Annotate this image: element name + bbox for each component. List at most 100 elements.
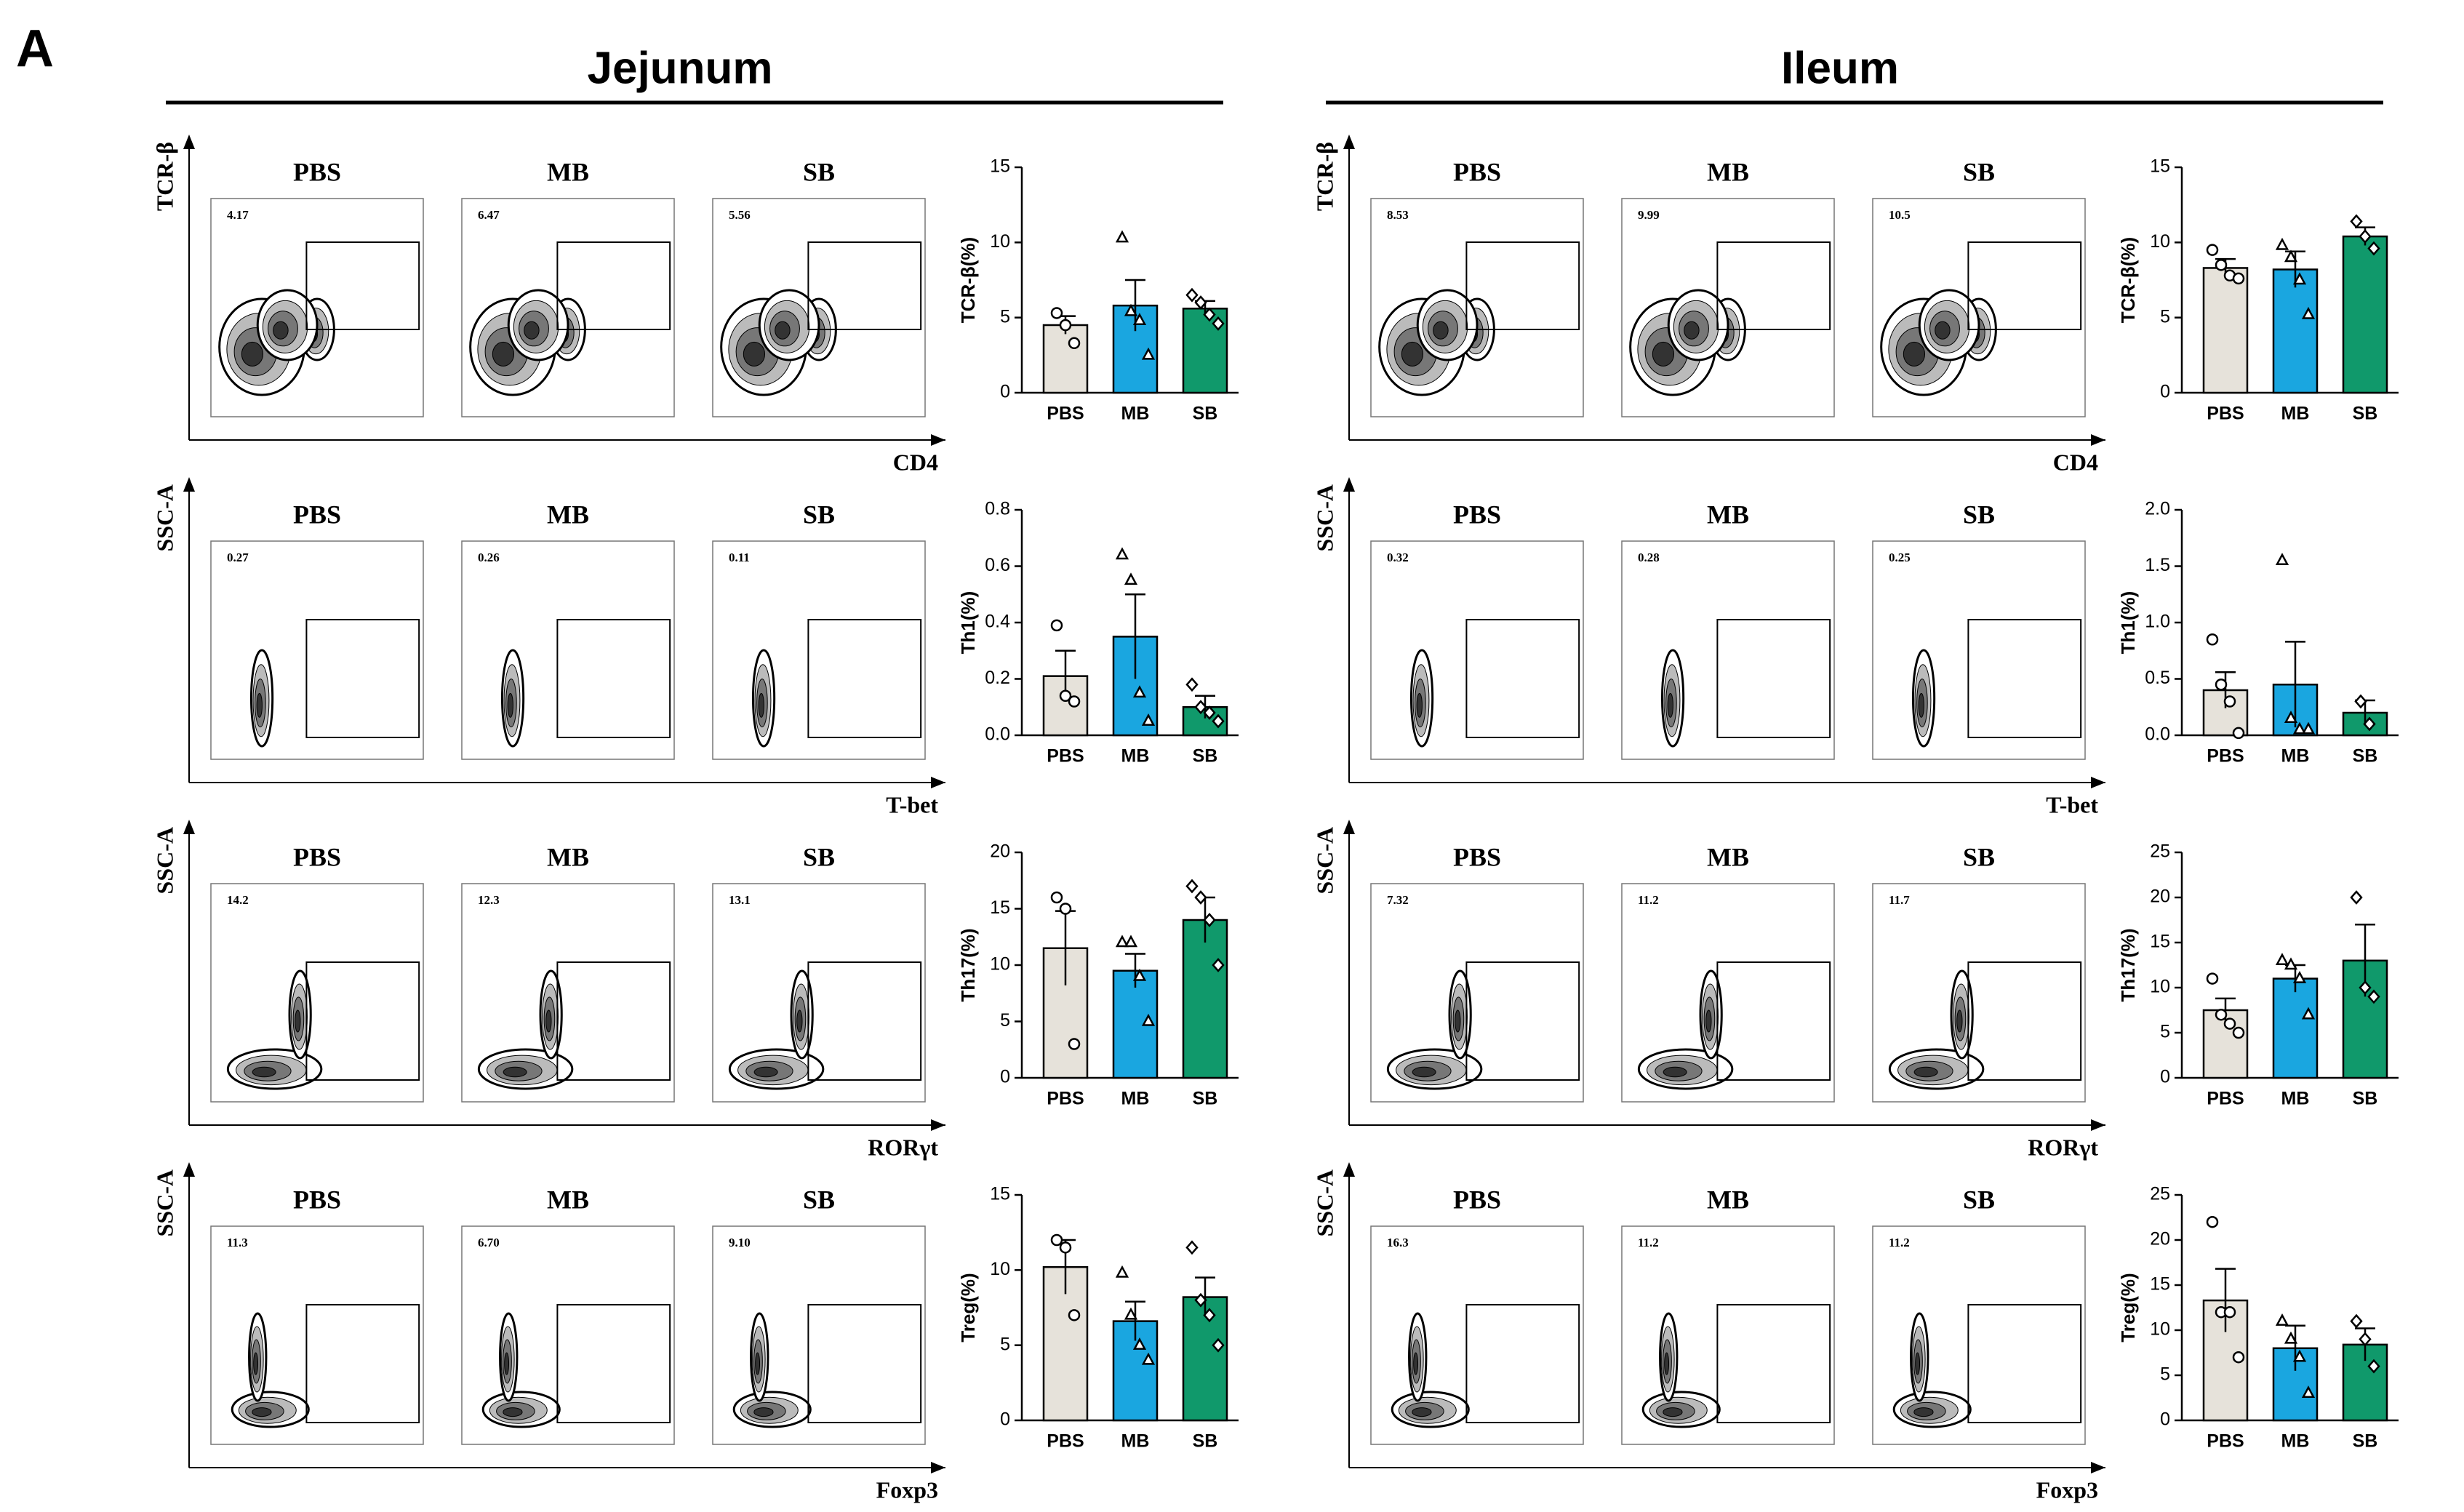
y-tick-label: 5 <box>1000 1334 1010 1354</box>
density-contour <box>256 692 263 718</box>
plot-frame <box>1370 883 1584 1103</box>
bar <box>2272 977 2319 1079</box>
x-tick-label: SB <box>1193 1431 1218 1452</box>
x-tick-label: PBS <box>1047 404 1084 424</box>
plot-name: PBS <box>1453 500 1501 529</box>
plot-frame <box>1621 883 1835 1103</box>
y-tick-label: 20 <box>990 841 1010 862</box>
data-point <box>2284 957 2298 970</box>
arrow <box>183 820 195 834</box>
plot-name: PBS <box>293 842 341 871</box>
data-point <box>2232 727 2245 740</box>
data-point <box>1132 685 1147 698</box>
data-point <box>1050 1233 1063 1247</box>
data-point <box>1141 347 1156 360</box>
data-point <box>1194 700 1207 715</box>
data-point <box>2367 1359 2380 1374</box>
density-contour <box>503 1066 527 1078</box>
density-contour <box>1956 1009 1963 1033</box>
density-contour <box>1684 321 1700 340</box>
plot-frame <box>1872 1225 2086 1445</box>
arrow <box>931 434 945 446</box>
arrow <box>931 777 945 788</box>
plot-frame <box>461 1225 675 1445</box>
plot-frame <box>461 540 675 760</box>
plot-name: SB <box>803 1185 835 1214</box>
gate-value: 16.3 <box>1387 1236 1409 1249</box>
data-point <box>2206 1215 2219 1228</box>
gate-value: 0.32 <box>1387 551 1409 564</box>
y-tick-label: 15 <box>2150 156 2170 177</box>
y-tick-label: 10 <box>2150 977 2170 997</box>
data-point <box>1212 958 1225 972</box>
data-point <box>1050 891 1063 904</box>
density-contour <box>545 1009 552 1033</box>
y-tick-label: 10 <box>2150 231 2170 252</box>
y-tick-label: 10 <box>990 231 1010 252</box>
flow-y-label: TCR-β <box>1311 142 1337 211</box>
data-point <box>1059 903 1072 915</box>
density-contour <box>1705 1009 1712 1033</box>
gate <box>1716 1304 1831 1423</box>
density-contour <box>1915 1352 1921 1375</box>
bar <box>2342 235 2388 394</box>
data-point <box>2359 980 2372 995</box>
flow-y-label: SSC-A <box>1311 1169 1337 1236</box>
plot-frame <box>1621 1225 1835 1445</box>
x-tick-label: MB <box>2281 1089 2310 1109</box>
gate-value: 0.25 <box>1889 551 1911 564</box>
data-point <box>1059 1241 1072 1254</box>
y-tick-label: 0.0 <box>2145 724 2170 745</box>
density-contour <box>1433 321 1449 340</box>
gate-value: 11.2 <box>1638 1236 1659 1249</box>
plot-name: SB <box>803 842 835 871</box>
gate-value: 0.27 <box>227 551 249 564</box>
y-tick-label: 15 <box>2150 1274 2170 1295</box>
x-tick-label: PBS <box>2207 746 2244 767</box>
data-point <box>2363 716 2376 732</box>
y-tick-label: 0 <box>2160 1409 2170 1430</box>
y-tick-label: 0 <box>1000 382 1010 402</box>
data-point <box>1124 935 1138 948</box>
gate <box>1465 241 1580 330</box>
y-tick-label: 0 <box>1000 1409 1010 1430</box>
density-contour <box>1913 1066 1938 1078</box>
plot-frame <box>712 883 926 1103</box>
gate <box>1716 961 1831 1081</box>
arrow <box>1343 820 1355 834</box>
arrow <box>183 135 195 149</box>
arrow <box>931 1119 945 1131</box>
density-contour <box>1935 321 1951 340</box>
density-contour <box>1416 692 1423 718</box>
arrow <box>1343 1162 1355 1177</box>
density-contour <box>241 341 264 367</box>
data-point <box>2350 214 2363 229</box>
flow-x-label: CD4 <box>2053 449 2098 475</box>
data-point <box>2215 1008 2228 1021</box>
plot-name: MB <box>547 500 589 529</box>
data-point <box>2301 721 2316 735</box>
y-tick-label: 0 <box>1000 1067 1010 1087</box>
plot-name: SB <box>803 157 835 186</box>
density-contour <box>1663 1066 1687 1078</box>
density-contour <box>753 1407 774 1417</box>
density-contour <box>1652 341 1675 367</box>
bar <box>1182 1296 1228 1422</box>
y-tick-label: 5 <box>2160 1022 2170 1042</box>
x-tick-label: SB <box>2353 746 2378 767</box>
y-tick-label: 0.0 <box>985 724 1010 745</box>
plot-frame <box>1621 540 1835 760</box>
plot-name: MB <box>547 157 589 186</box>
data-point <box>2206 244 2219 256</box>
gate-value: 5.56 <box>729 208 751 222</box>
x-tick-label: MB <box>2281 746 2310 767</box>
arrow <box>931 1462 945 1473</box>
data-point <box>2232 272 2245 285</box>
data-point <box>1141 1352 1156 1365</box>
y-tick-label: 25 <box>2150 841 2170 862</box>
data-point <box>1068 1038 1081 1050</box>
x-tick-label: MB <box>2281 404 2310 424</box>
y-axis-label: TCR-β(%) <box>2117 237 2139 323</box>
y-axis-label: Th17(%) <box>2117 928 2139 1001</box>
data-point <box>2223 695 2236 708</box>
